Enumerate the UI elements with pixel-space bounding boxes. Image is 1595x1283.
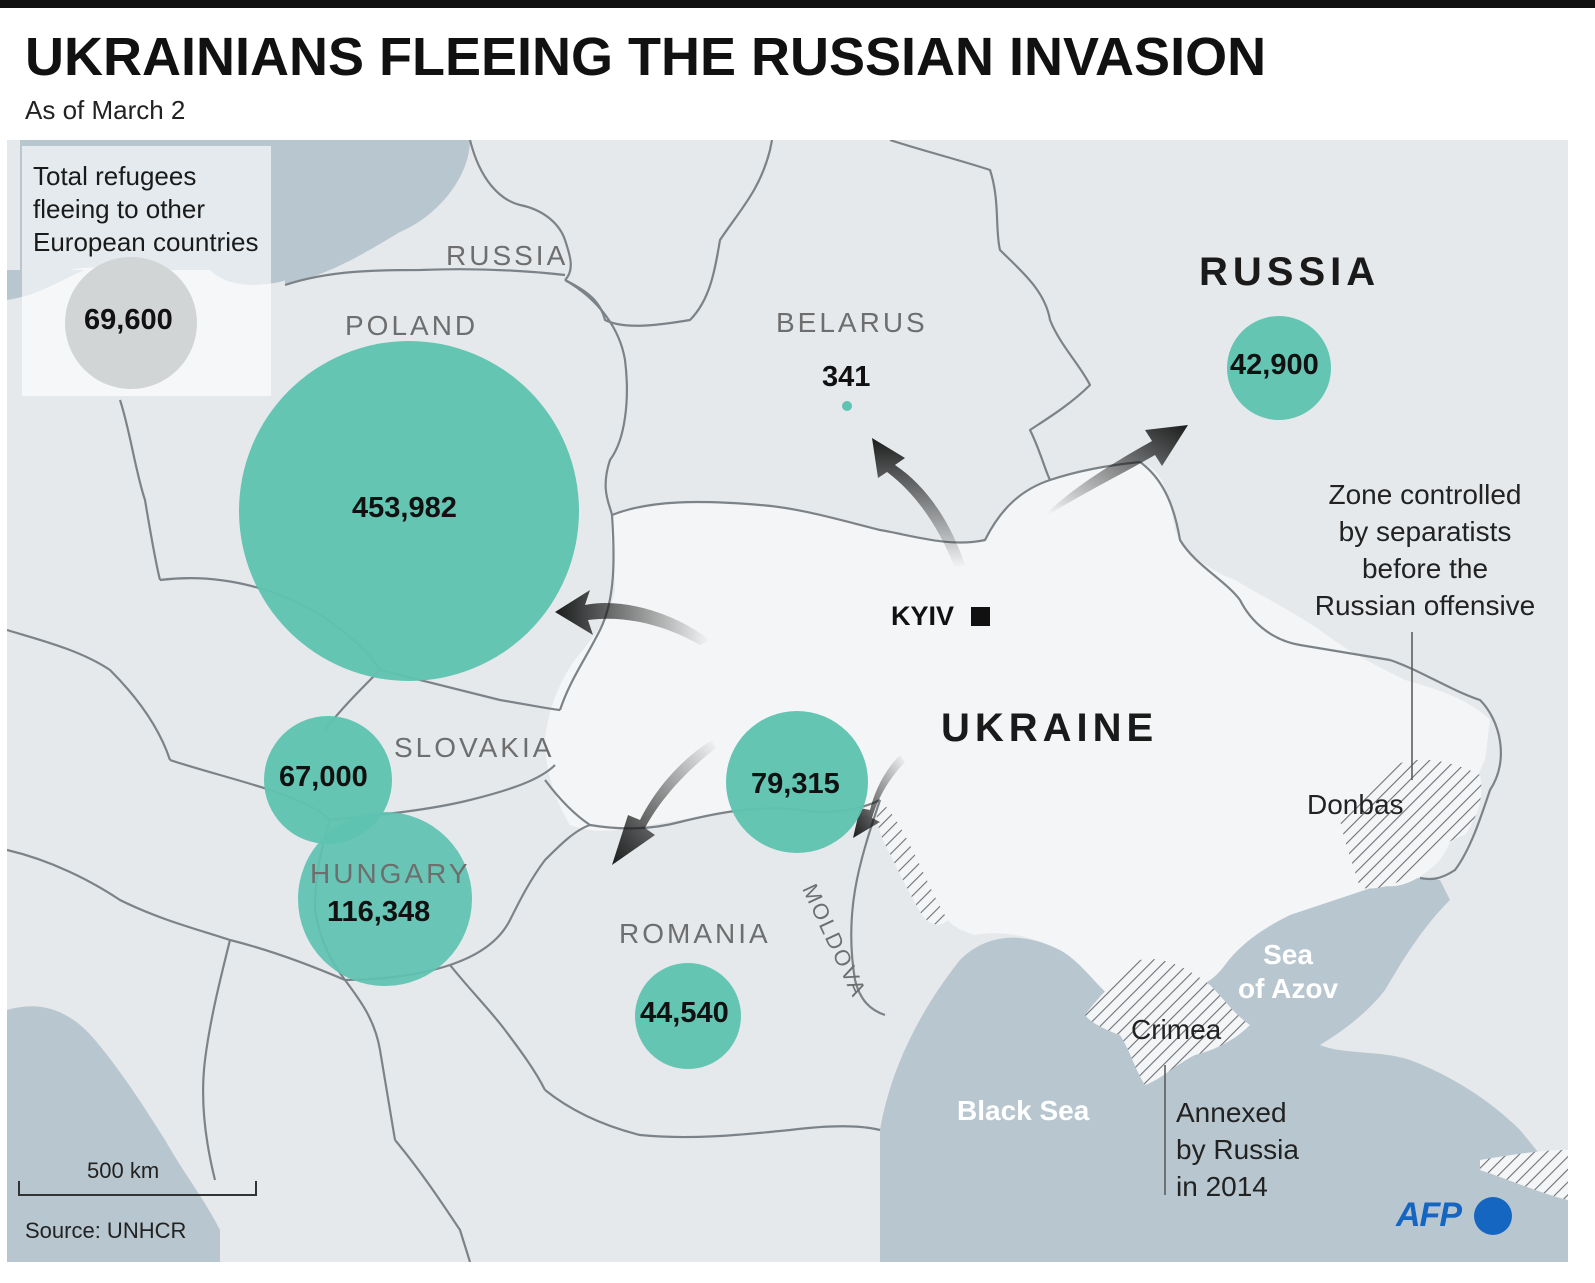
scale-label: 500 km <box>87 1158 160 1183</box>
adriatic-sea <box>7 1006 220 1262</box>
note-line: Russian offensive <box>1314 590 1536 621</box>
ukraine-territory <box>545 462 1490 1000</box>
label-kyiv: KYIV <box>891 601 955 631</box>
legend-line: Total refugees <box>33 161 197 191</box>
value-belarus: 341 <box>822 361 871 393</box>
note-line: by Russia <box>1176 1134 1299 1165</box>
value-russia: 42,900 <box>1230 349 1319 381</box>
source-credit: Source: UNHCR <box>25 1218 187 1243</box>
bubble-poland <box>239 341 579 681</box>
scale-bar <box>18 1181 257 1196</box>
note-line: by separatists <box>1338 516 1512 547</box>
note-line: Zone controlled <box>1328 479 1522 510</box>
sea-of-azov-line: of Azov <box>1238 973 1339 1004</box>
bubble-moldova <box>726 711 868 853</box>
arrow-to-belarus <box>872 438 965 568</box>
ukraine-outline <box>611 460 1141 544</box>
arrow-to-poland <box>555 590 710 645</box>
transnistria-zone <box>876 800 948 925</box>
label-romania: ROMANIA <box>619 918 771 949</box>
value-slovakia: 67,000 <box>279 761 368 793</box>
label-poland: POLAND <box>345 310 479 341</box>
label-slovakia: SLOVAKIA <box>394 732 555 763</box>
flow-arrows <box>555 425 1188 865</box>
top-rule <box>0 0 1595 8</box>
note-line: Annexed <box>1176 1097 1287 1128</box>
arrow-to-romania <box>612 740 716 865</box>
value-hungary: 116,348 <box>327 896 431 928</box>
value-moldova: 79,315 <box>751 768 840 800</box>
label-russia-kaliningrad: RUSSIA <box>446 240 569 271</box>
value-poland: 453,982 <box>352 492 457 524</box>
legend-value: 69,600 <box>84 304 173 336</box>
label-hungary: HUNGARY <box>310 858 471 889</box>
label-sea-of-azov: Sea of Azov <box>1238 938 1338 1006</box>
bubble-belarus <box>842 401 852 411</box>
bubble-slovakia <box>264 716 392 844</box>
kyiv-marker <box>971 607 990 626</box>
legend-line: European countries <box>33 227 259 257</box>
note-separatists: Zone controlled by separatists before th… <box>1300 476 1550 624</box>
label-russia: RUSSIA <box>1199 250 1381 294</box>
crimea-zone <box>1085 959 1250 1085</box>
legend-panel <box>22 146 271 396</box>
legend-label: Total refugees fleeing to other European… <box>33 160 258 259</box>
label-black-sea: Black Sea <box>957 1095 1090 1126</box>
bubble-hungary <box>298 812 472 986</box>
value-romania: 44,540 <box>640 997 729 1029</box>
russia-edge-zone <box>1480 1150 1568 1200</box>
page-title: UKRAINIANS FLEEING THE RUSSIAN INVASION <box>25 27 1267 87</box>
label-donbas: Donbas <box>1307 789 1404 820</box>
afp-logo: AFP <box>1396 1196 1462 1234</box>
page-subtitle: As of March 2 <box>25 95 186 125</box>
bubble-russia <box>1227 316 1331 420</box>
arrow-to-russia <box>1048 425 1188 515</box>
arrow-to-moldova <box>853 755 905 838</box>
donbas-zone <box>1340 759 1482 889</box>
note-line: in 2014 <box>1176 1171 1268 1202</box>
note-line: before the <box>1361 553 1489 584</box>
label-belarus: BELARUS <box>776 307 928 338</box>
label-ukraine: UKRAINE <box>941 706 1159 750</box>
bubble-romania <box>635 963 741 1069</box>
map <box>7 140 1568 1262</box>
sea-of-azov-line: Sea <box>1263 939 1313 970</box>
black-sea <box>880 878 1568 1262</box>
label-crimea: Crimea <box>1131 1014 1222 1045</box>
afp-logo-dot <box>1474 1197 1512 1235</box>
note-annexed: Annexed by Russia in 2014 <box>1176 1094 1299 1205</box>
legend-line: fleeing to other <box>33 194 206 224</box>
